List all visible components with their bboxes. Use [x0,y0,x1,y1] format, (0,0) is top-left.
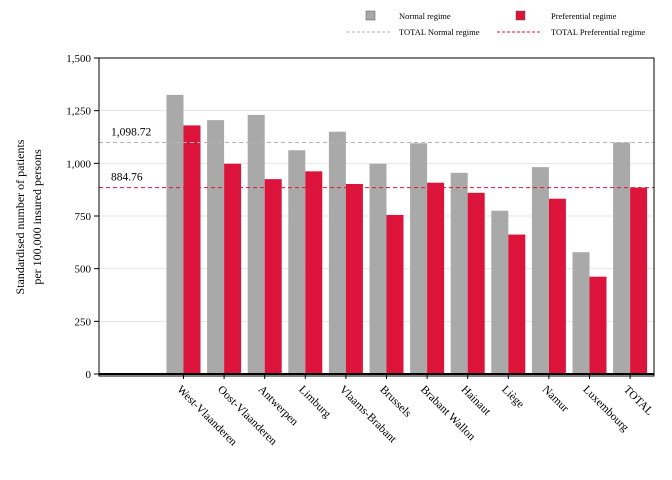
y-tick-label: 1,000 [66,158,91,170]
x-tick-label: Brussels [377,384,413,420]
bar-preferential-2 [224,163,242,374]
x-tick-label: Namur [540,384,571,415]
bar-preferential-11 [589,276,607,374]
x-tick-label: Limburg [296,384,333,421]
bar-normal-4 [288,150,306,374]
bar-preferential-4 [305,171,323,374]
reference-label-total-normal: 1,098.72 [111,127,152,139]
bar-preferential-10 [548,198,566,374]
reference-label-total-preferential: 884.76 [111,172,143,184]
bar-preferential-1 [183,125,201,374]
bar-normal-11 [572,252,590,374]
y-tick-label: 0 [86,369,92,381]
y-tick-label: 750 [75,211,92,223]
y-tick-label: 1,500 [66,53,91,65]
bar-normal-2 [207,120,225,374]
bar-normal-9 [491,210,509,374]
y-tick-label: 500 [75,264,92,276]
bar-preferential-9 [508,234,526,374]
y-tick-label: 1,250 [66,106,91,118]
bar-normal-1 [166,94,184,374]
bar-preferential-7 [427,182,445,374]
legend-label-total-normal: TOTAL Normal regime [399,27,480,37]
y-axis-title-line1: Standardised number of patients [13,139,27,294]
legend-label-normal: Normal regime [399,11,451,21]
bars [166,94,648,374]
legend-swatch-normal [365,10,376,21]
legend: Normal regime Preferential regime TOTAL … [347,10,645,37]
bar-normal-5 [328,131,346,374]
bar-normal-6 [369,163,387,374]
y-tick-label: 250 [75,316,92,328]
bar-normal-8 [450,172,468,374]
legend-label-total-preferential: TOTAL Preferential regime [551,27,645,37]
x-tick-label: Hainaut [459,384,494,419]
legend-swatch-preferential [515,10,526,21]
bar-preferential-12 [630,187,648,374]
bar-normal-7 [410,143,428,374]
reference-lines: 1,098.72 884.76 [99,127,654,189]
plot-frame [98,57,655,377]
legend-label-preferential: Preferential regime [551,11,617,21]
y-axis: 0 250 500 750 1,000 1,250 1,500 [66,53,99,381]
x-tick-label: TOTAL [621,384,655,418]
bar-preferential-8 [467,192,485,374]
y-axis-title-line2: per 100,000 insured persons [30,149,44,285]
bar-normal-12 [613,142,631,374]
x-axis: West-VlaanderenOost-VlaanderenAntwerpenL… [99,373,655,449]
x-tick-label: Liège [499,384,526,411]
bar-preferential-6 [386,214,404,374]
bar-preferential-3 [264,179,282,374]
bar-normal-10 [531,167,549,374]
bar-preferential-5 [345,183,363,374]
bar-normal-3 [247,114,265,374]
